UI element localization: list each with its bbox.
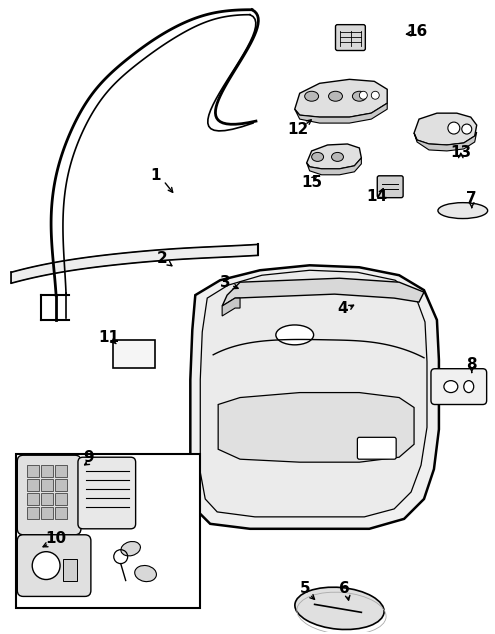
- Text: 14: 14: [367, 189, 388, 204]
- FancyBboxPatch shape: [336, 25, 365, 51]
- Circle shape: [448, 122, 460, 134]
- Bar: [63, 559, 77, 581]
- Circle shape: [462, 124, 472, 134]
- Polygon shape: [307, 158, 361, 175]
- Ellipse shape: [464, 380, 474, 392]
- Circle shape: [32, 552, 60, 579]
- Text: 16: 16: [406, 24, 428, 39]
- FancyBboxPatch shape: [357, 437, 396, 459]
- Bar: [27, 465, 39, 477]
- Polygon shape: [11, 245, 258, 283]
- Polygon shape: [218, 392, 414, 462]
- Ellipse shape: [329, 91, 343, 101]
- Text: 8: 8: [466, 357, 477, 372]
- Ellipse shape: [444, 380, 458, 392]
- Bar: [41, 465, 53, 477]
- Text: 9: 9: [84, 450, 94, 465]
- Bar: [27, 479, 39, 491]
- Ellipse shape: [121, 541, 141, 556]
- Ellipse shape: [135, 566, 156, 581]
- Text: 3: 3: [220, 275, 231, 290]
- Text: 11: 11: [99, 330, 119, 346]
- Polygon shape: [295, 79, 387, 117]
- Text: 12: 12: [287, 122, 308, 136]
- Bar: [16, 454, 200, 609]
- FancyBboxPatch shape: [17, 455, 81, 534]
- Circle shape: [371, 91, 379, 100]
- Text: 10: 10: [46, 531, 67, 547]
- Polygon shape: [222, 278, 424, 306]
- Polygon shape: [222, 298, 240, 316]
- FancyBboxPatch shape: [431, 369, 487, 404]
- Ellipse shape: [312, 152, 324, 162]
- Polygon shape: [190, 265, 439, 529]
- Bar: [55, 465, 67, 477]
- Circle shape: [359, 91, 367, 100]
- Bar: [41, 493, 53, 505]
- Ellipse shape: [305, 91, 319, 101]
- Polygon shape: [414, 113, 477, 145]
- Text: 4: 4: [337, 301, 348, 316]
- Text: 2: 2: [157, 251, 168, 266]
- Text: 5: 5: [299, 581, 310, 596]
- Bar: [113, 340, 154, 368]
- FancyBboxPatch shape: [377, 176, 403, 198]
- FancyBboxPatch shape: [17, 534, 91, 597]
- Polygon shape: [200, 270, 427, 517]
- Bar: [55, 479, 67, 491]
- Text: 15: 15: [301, 175, 322, 190]
- Ellipse shape: [438, 203, 488, 219]
- Ellipse shape: [332, 152, 344, 162]
- Polygon shape: [295, 103, 387, 123]
- Bar: [27, 507, 39, 519]
- Bar: [55, 493, 67, 505]
- Ellipse shape: [276, 325, 314, 345]
- Text: 7: 7: [466, 191, 477, 206]
- Text: 1: 1: [150, 168, 161, 183]
- Text: 13: 13: [450, 145, 471, 160]
- FancyBboxPatch shape: [78, 457, 136, 529]
- Bar: [55, 507, 67, 519]
- Bar: [27, 493, 39, 505]
- Ellipse shape: [352, 91, 366, 101]
- Bar: [41, 479, 53, 491]
- Bar: [41, 507, 53, 519]
- Text: 6: 6: [339, 581, 350, 596]
- Polygon shape: [414, 132, 477, 151]
- Ellipse shape: [295, 587, 384, 630]
- Polygon shape: [307, 144, 361, 169]
